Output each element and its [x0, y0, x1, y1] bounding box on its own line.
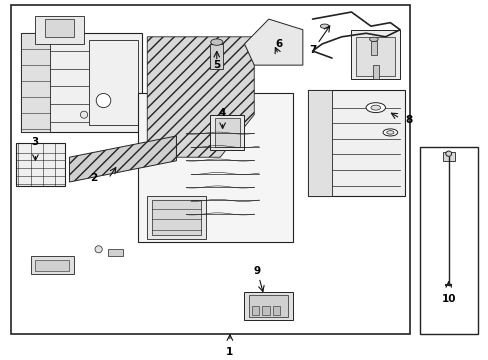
Bar: [251, 306, 259, 315]
Ellipse shape: [386, 131, 393, 134]
Bar: [210, 115, 244, 150]
Bar: [11, 5, 409, 334]
Ellipse shape: [320, 24, 328, 28]
Ellipse shape: [210, 39, 223, 45]
Bar: [356, 37, 394, 76]
Bar: [307, 90, 331, 196]
Polygon shape: [69, 136, 176, 182]
Bar: [108, 249, 122, 256]
Bar: [45, 19, 74, 37]
Bar: [35, 15, 84, 44]
Text: 9: 9: [253, 266, 260, 276]
Bar: [152, 200, 201, 235]
Bar: [419, 147, 477, 334]
Bar: [89, 40, 137, 125]
Text: 6: 6: [274, 39, 282, 49]
Ellipse shape: [366, 103, 385, 113]
Bar: [215, 118, 239, 147]
Ellipse shape: [370, 105, 380, 110]
Text: 1: 1: [226, 347, 233, 357]
Bar: [35, 260, 69, 271]
Ellipse shape: [445, 151, 451, 156]
Bar: [244, 292, 292, 320]
Text: 5: 5: [213, 60, 220, 70]
Text: 3: 3: [32, 136, 39, 147]
Polygon shape: [147, 37, 254, 157]
Bar: [442, 152, 454, 161]
Polygon shape: [244, 19, 302, 65]
Text: 7: 7: [308, 45, 316, 55]
Bar: [372, 65, 378, 79]
Ellipse shape: [80, 111, 87, 118]
Bar: [351, 30, 399, 79]
Bar: [30, 256, 74, 274]
Bar: [21, 33, 142, 132]
Text: 10: 10: [441, 293, 455, 303]
Bar: [249, 295, 287, 316]
Bar: [307, 90, 404, 196]
Bar: [137, 94, 292, 242]
Bar: [210, 44, 222, 69]
Text: 8: 8: [404, 115, 411, 125]
Ellipse shape: [382, 129, 397, 136]
Text: 2: 2: [90, 174, 97, 184]
Bar: [21, 33, 50, 132]
Bar: [273, 306, 280, 315]
Ellipse shape: [96, 94, 111, 108]
Bar: [370, 41, 376, 54]
Bar: [147, 196, 205, 239]
Bar: [262, 306, 269, 315]
Ellipse shape: [369, 37, 377, 41]
Text: 4: 4: [219, 108, 226, 118]
Bar: [16, 143, 64, 185]
Ellipse shape: [95, 246, 102, 253]
